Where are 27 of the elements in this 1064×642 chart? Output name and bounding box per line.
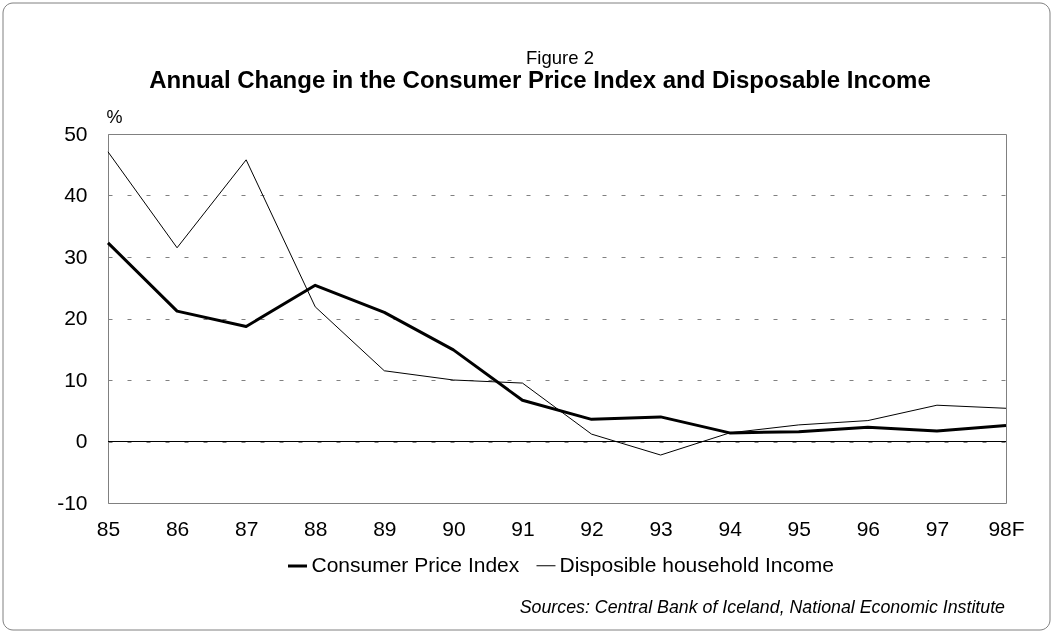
y-tick-label: 0 xyxy=(75,429,88,452)
x-tick-label: 97 xyxy=(925,516,950,540)
x-tick-label: 90 xyxy=(442,516,466,540)
x-tick-label: 95 xyxy=(787,516,811,540)
y-axis-title: % xyxy=(106,106,123,127)
x-tick-label: 98F xyxy=(988,516,1025,540)
legend-label: Consumer Price Index xyxy=(311,553,520,576)
y-tick-label: 10 xyxy=(64,367,88,391)
x-tick-label: 94 xyxy=(718,516,743,540)
x-tick-label: 93 xyxy=(649,516,673,540)
x-tick-label: 91 xyxy=(511,516,535,540)
y-tick-label: 20 xyxy=(64,306,88,329)
x-tick-label: 89 xyxy=(373,516,397,540)
legend-label: Disposible household Income xyxy=(559,552,834,576)
x-tick-label: 96 xyxy=(856,516,881,540)
y-tick-label: 40 xyxy=(64,183,88,206)
y-tick-label: 30 xyxy=(64,244,88,268)
x-tick-label: 92 xyxy=(580,516,604,540)
x-tick-label: 87 xyxy=(234,516,259,540)
x-tick-label: 85 xyxy=(96,516,121,540)
x-tick-label: 88 xyxy=(304,516,328,540)
y-tick-label: -10 xyxy=(57,490,88,514)
y-tick-label: 50 xyxy=(64,121,88,145)
line-series xyxy=(107,151,1007,456)
x-tick-label: 86 xyxy=(165,516,190,540)
chart-subtitle: Figure 2 xyxy=(526,47,594,68)
source-note: Sources: Central Bank of Iceland, National Economic Institute xyxy=(519,597,1006,617)
